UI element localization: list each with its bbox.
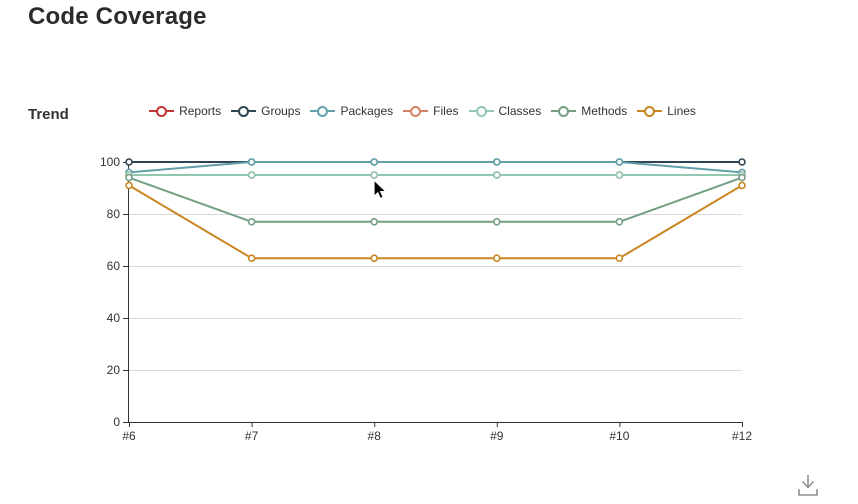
legend-label: Files [433, 104, 459, 118]
chart-legend: Reports Groups Packages Files Classes Me… [0, 104, 845, 118]
data-point-methods-6 [125, 173, 133, 182]
data-point-methods-12 [738, 173, 746, 182]
legend-item-groups[interactable]: Groups [231, 104, 300, 118]
line-circle-marker-icon [149, 105, 175, 117]
trend-line-chart[interactable]: 0 20 40 60 80 100 #6 #7 #8 #9 #10 #12 [0, 130, 858, 460]
legend-label: Packages [340, 104, 394, 118]
x-axis-label: #9 [490, 429, 504, 443]
data-point-lines-12 [738, 181, 746, 190]
data-point-lines-9 [492, 254, 501, 263]
legend-item-packages[interactable]: Packages [310, 104, 393, 118]
data-point-lines-7 [247, 254, 256, 263]
x-axis-label: #8 [368, 429, 382, 443]
series-line-lines [128, 184, 743, 260]
line-circle-marker-icon [637, 105, 663, 117]
series-line-methods [128, 176, 743, 223]
data-point-methods-7 [247, 218, 256, 226]
legend-label: Methods [581, 104, 628, 118]
data-point-classes-9 [492, 171, 501, 179]
y-axis-label: 60 [107, 259, 121, 273]
line-circle-marker-icon [468, 105, 494, 117]
page-title: Code Coverage [28, 3, 207, 30]
x-axis-label: #12 [732, 429, 752, 443]
y-axis-label: 0 [113, 415, 120, 429]
data-point-packages-8 [370, 158, 379, 166]
legend-label: Groups [261, 104, 301, 118]
x-axis-label: #10 [609, 429, 629, 443]
data-point-lines-6 [125, 181, 133, 190]
legend-label: Classes [498, 104, 542, 118]
trend-chart-canvas: 0 20 40 60 80 100 #6 #7 #8 #9 #10 #12 [100, 155, 752, 443]
line-circle-marker-icon [551, 105, 577, 117]
series-line-packages [128, 161, 743, 174]
data-point-classes-7 [247, 171, 256, 179]
data-point-methods-10 [615, 218, 624, 226]
x-axis-label: #6 [122, 429, 136, 443]
download-icon[interactable] [795, 471, 821, 499]
y-axis-label: 100 [100, 155, 120, 169]
data-point-lines-10 [615, 254, 624, 263]
y-axis-label: 40 [107, 311, 121, 325]
y-axis-label: 20 [107, 363, 121, 377]
data-point-classes-10 [615, 171, 624, 179]
line-circle-marker-icon [310, 105, 336, 117]
data-point-packages-7 [247, 158, 256, 166]
data-point-methods-9 [492, 218, 501, 226]
data-point-packages-9 [492, 158, 501, 166]
legend-label: Reports [179, 104, 222, 118]
legend-item-methods[interactable]: Methods [551, 104, 627, 118]
legend-item-reports[interactable]: Reports [149, 104, 221, 118]
trend-section-title: Trend [28, 106, 69, 123]
data-point-groups-6 [125, 158, 133, 166]
data-point-groups-12 [738, 158, 746, 166]
line-circle-marker-icon [403, 105, 429, 117]
legend-item-classes[interactable]: Classes [468, 104, 542, 118]
legend-item-lines[interactable]: Lines [637, 104, 696, 118]
data-point-methods-8 [370, 218, 379, 226]
data-point-packages-10 [615, 158, 624, 166]
legend-item-files[interactable]: Files [403, 104, 459, 118]
y-axis-label: 80 [107, 207, 121, 221]
data-point-lines-8 [370, 254, 379, 263]
legend-label: Lines [667, 104, 696, 118]
line-circle-marker-icon [231, 105, 257, 117]
data-point-classes-8 [370, 171, 379, 179]
x-axis-label: #7 [245, 429, 259, 443]
